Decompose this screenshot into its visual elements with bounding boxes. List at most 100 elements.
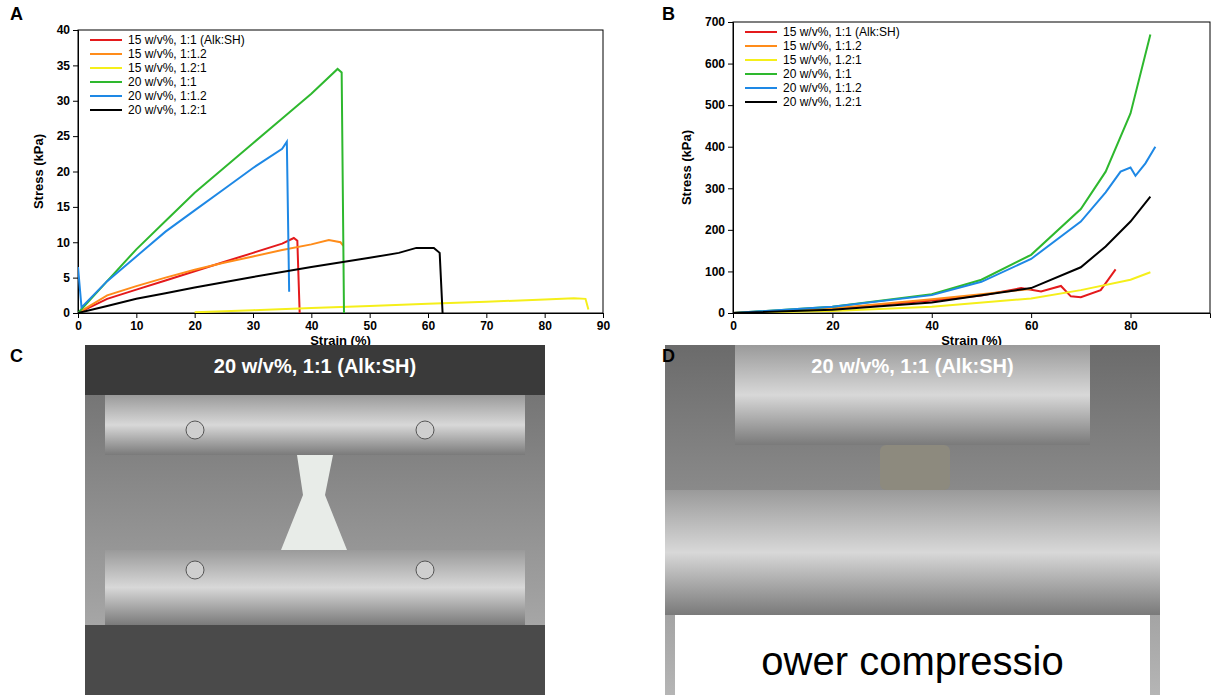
series-line <box>78 69 344 313</box>
panel-letter: A <box>10 4 23 24</box>
tick-label: 30 <box>247 319 261 333</box>
grip-top <box>85 345 545 395</box>
tick-mark <box>73 207 78 208</box>
tick-label: 25 <box>57 129 71 143</box>
tick: 10 <box>57 236 78 250</box>
legend-label: 20 w/v%, 1:1.2 <box>783 81 862 95</box>
specimen <box>281 455 347 550</box>
legend: 15 w/v%, 1:1 (Alk:SH)15 w/v%, 1:1.215 w/… <box>90 33 245 117</box>
tick: 0 <box>730 313 737 333</box>
tick-mark <box>728 64 733 65</box>
tick-label: 0 <box>63 306 70 320</box>
tick: 40 <box>926 313 940 333</box>
legend-label: 20 w/v%, 1:1 <box>783 67 852 81</box>
legend-swatch <box>745 101 777 103</box>
legend-label: 20 w/v%, 1.2:1 <box>783 95 862 109</box>
upper-plate <box>735 345 1090 445</box>
tick: 200 <box>705 223 733 237</box>
axis-line <box>73 31 79 314</box>
tick-mark <box>370 313 371 318</box>
legend-swatch <box>90 67 122 69</box>
tick: 0 <box>75 313 82 333</box>
tick-label: 40 <box>305 319 319 333</box>
tick-label: 35 <box>57 59 71 73</box>
tick-mark <box>832 313 833 318</box>
photo-background <box>85 345 545 695</box>
legend: 15 w/v%, 1:1 (Alk:SH)15 w/v%, 1:1.215 w/… <box>745 25 900 109</box>
tick-mark <box>136 313 137 318</box>
specimen <box>880 445 950 490</box>
tick-mark <box>1031 313 1032 318</box>
tick-mark <box>728 188 733 189</box>
tick-mark <box>728 147 733 148</box>
tick-label: 20 <box>188 319 202 333</box>
tick-mark <box>73 172 78 173</box>
tick-label: 40 <box>57 23 71 37</box>
tick: 35 <box>57 59 78 73</box>
tick-label: 10 <box>57 236 71 250</box>
y-axis: 0510152025303540 <box>57 23 79 320</box>
tick: 40 <box>305 313 319 333</box>
tick-label: 90 <box>597 319 611 333</box>
tick-label: 40 <box>926 319 940 333</box>
tick: 70 <box>480 313 494 333</box>
photo-panel: 20 w/v%, 1:1 (Alk:SH)C <box>10 345 545 695</box>
series-line <box>733 197 1150 313</box>
lines <box>78 69 588 313</box>
tick: 80 <box>538 313 552 333</box>
legend-swatch <box>90 53 122 55</box>
tick: 90 <box>597 313 611 333</box>
series-line <box>195 298 589 312</box>
figure: 01020304050607080900510152025303540Strai… <box>0 0 1231 698</box>
tick-label: 60 <box>422 319 436 333</box>
tick-label: 0 <box>718 306 725 320</box>
tick: 60 <box>422 313 436 333</box>
tick-label: 100 <box>705 265 725 279</box>
screw <box>186 561 204 579</box>
legend-label: 15 w/v%, 1:1 (Alk:SH) <box>128 33 245 47</box>
series-line <box>78 240 343 313</box>
tick: 0 <box>63 306 78 320</box>
tick: 300 <box>705 182 733 196</box>
tick: 30 <box>57 94 78 108</box>
tick-mark <box>73 313 78 314</box>
tick-label: 300 <box>705 182 725 196</box>
legend-label: 15 w/v%, 1:1 (Alk:SH) <box>783 25 900 39</box>
tick-mark <box>73 242 78 243</box>
tick: 10 <box>130 313 144 333</box>
legend-label: 20 w/v%, 1:1 <box>128 75 197 89</box>
screw <box>416 561 434 579</box>
tick-label: 400 <box>705 140 725 154</box>
legend-swatch <box>90 95 122 97</box>
legend-label: 15 w/v%, 1:1.2 <box>783 39 862 53</box>
legend-swatch <box>90 39 122 41</box>
series-line <box>78 248 443 313</box>
panel-letter: B <box>662 4 675 24</box>
panel-letter: D <box>662 346 675 366</box>
photo-label: 20 w/v%, 1:1 (Alk:SH) <box>214 355 416 377</box>
tick-mark <box>253 313 254 318</box>
tick-mark <box>728 271 733 272</box>
tick-mark <box>311 313 312 318</box>
lower-plate <box>665 490 1160 615</box>
legend-label: 15 w/v%, 1.2:1 <box>783 53 862 67</box>
tick: 60 <box>1025 313 1039 333</box>
tick-mark <box>728 230 733 231</box>
grip-bottom <box>85 625 545 695</box>
tick-label: 60 <box>1025 319 1039 333</box>
axis-line <box>734 314 1211 319</box>
tick-mark <box>603 313 604 318</box>
panel-b: 0204060800100200300400500600700Strain (%… <box>662 4 1211 348</box>
y-axis-title: Stress (kPa) <box>679 130 694 205</box>
tick-label: 15 <box>57 200 71 214</box>
tick-label: 5 <box>63 271 70 285</box>
tick-mark <box>73 136 78 137</box>
legend-label: 20 w/v%, 1:1.2 <box>128 89 207 103</box>
tick: 80 <box>1124 313 1138 333</box>
tick: 100 <box>705 265 733 279</box>
photo-caption: ower compressio <box>761 639 1063 683</box>
tick-label: 700 <box>705 15 725 29</box>
photo-panel: ower compressio20 w/v%, 1:1 (Alk:SH)D <box>662 345 1160 695</box>
legend-label: 15 w/v%, 1:1.2 <box>128 47 207 61</box>
legend-swatch <box>90 109 122 111</box>
